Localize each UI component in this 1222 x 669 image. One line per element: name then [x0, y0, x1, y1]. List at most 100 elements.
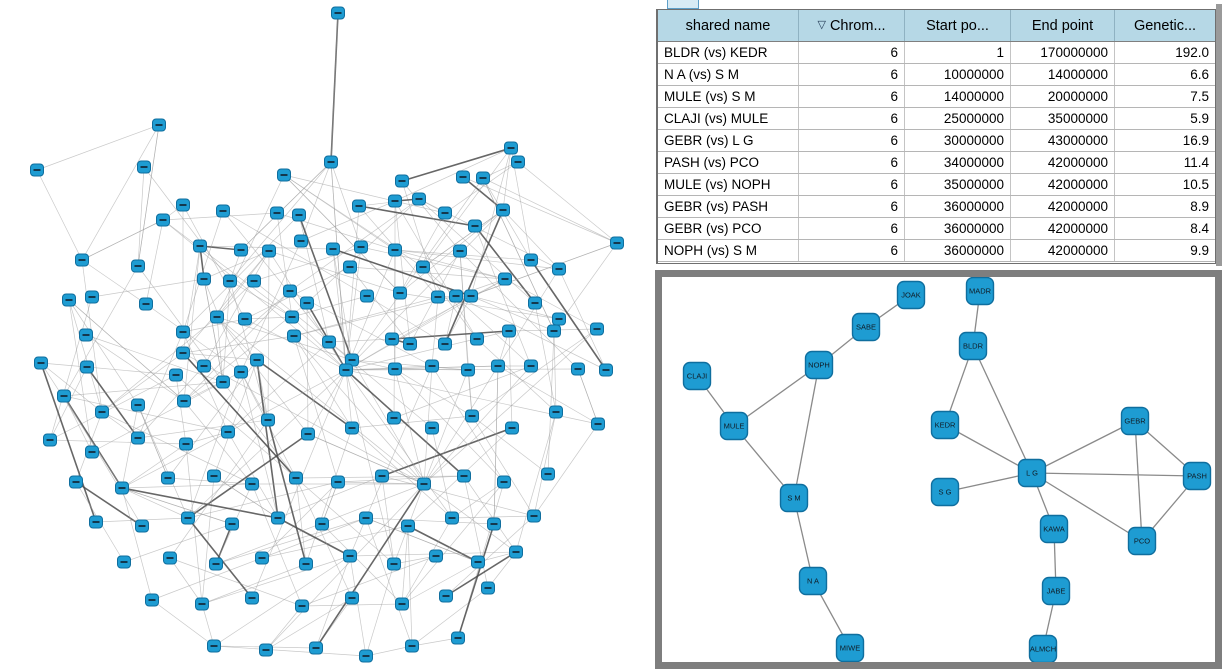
- network-node[interactable]: [161, 471, 175, 485]
- network-node-PCO[interactable]: PCO: [1127, 526, 1157, 556]
- cell[interactable]: 35000000: [905, 174, 1011, 195]
- network-node[interactable]: [552, 262, 566, 276]
- network-node[interactable]: [259, 643, 273, 657]
- network-node[interactable]: [438, 206, 452, 220]
- network-node-NOPH[interactable]: NOPH: [804, 350, 834, 380]
- network-node[interactable]: [497, 475, 511, 489]
- network-node[interactable]: [549, 405, 563, 419]
- cell[interactable]: 6: [799, 130, 905, 151]
- network-node[interactable]: [299, 557, 313, 571]
- network-node[interactable]: [468, 219, 482, 233]
- column-header-4[interactable]: Genetic...: [1115, 10, 1215, 41]
- network-node[interactable]: [80, 360, 94, 374]
- network-node[interactable]: [95, 405, 109, 419]
- cell[interactable]: 14000000: [905, 86, 1011, 107]
- cell[interactable]: N A (vs) S M: [658, 64, 799, 85]
- network-node[interactable]: [527, 509, 541, 523]
- cell[interactable]: 1: [905, 42, 1011, 63]
- network-node[interactable]: [476, 171, 490, 185]
- node-shape[interactable]: [1017, 458, 1047, 488]
- node-shape[interactable]: [851, 312, 881, 342]
- network-node-JABE[interactable]: JABE: [1041, 576, 1071, 606]
- network-node[interactable]: [360, 289, 374, 303]
- cell[interactable]: 8.9: [1190, 199, 1209, 214]
- table-row[interactable]: NOPH (vs) S M 6 36000000 42000000 9.9: [658, 240, 1215, 262]
- column-header-0[interactable]: shared name: [658, 10, 799, 41]
- filter-funnel-icon[interactable]: ▽: [817, 19, 826, 31]
- network-node[interactable]: [387, 411, 401, 425]
- network-node[interactable]: [453, 244, 467, 258]
- network-node[interactable]: [262, 244, 276, 258]
- network-node[interactable]: [388, 243, 402, 257]
- network-node-NA[interactable]: N A: [798, 566, 828, 596]
- network-node[interactable]: [197, 359, 211, 373]
- cell[interactable]: 6: [799, 196, 905, 217]
- network-node[interactable]: [152, 118, 166, 132]
- cell[interactable]: 20000000: [1011, 86, 1115, 107]
- network-node[interactable]: [343, 549, 357, 563]
- table-row[interactable]: MULE (vs) S M 6 14000000 20000000 7.5: [658, 86, 1215, 108]
- cell[interactable]: 36000000: [905, 196, 1011, 217]
- network-node[interactable]: [401, 519, 415, 533]
- network-node[interactable]: [345, 591, 359, 605]
- network-node[interactable]: [216, 375, 230, 389]
- node-shape[interactable]: [682, 361, 712, 391]
- cell[interactable]: 6: [799, 108, 905, 129]
- network-node[interactable]: [139, 297, 153, 311]
- network-node[interactable]: [524, 253, 538, 267]
- network-node[interactable]: [209, 557, 223, 571]
- cell[interactable]: 10000000: [905, 64, 1011, 85]
- network-node[interactable]: [57, 389, 71, 403]
- network-node[interactable]: [429, 549, 443, 563]
- network-node[interactable]: [295, 599, 309, 613]
- network-node[interactable]: [547, 324, 561, 338]
- network-node[interactable]: [571, 362, 585, 376]
- network-node[interactable]: [464, 289, 478, 303]
- network-node[interactable]: [115, 481, 129, 495]
- cell[interactable]: BLDR (vs) KEDR: [658, 42, 799, 63]
- cell[interactable]: 14000000: [1011, 64, 1115, 85]
- network-node-PASH[interactable]: PASH: [1182, 461, 1212, 491]
- network-node[interactable]: [163, 551, 177, 565]
- network-node[interactable]: [524, 359, 538, 373]
- network-node-SM[interactable]: S M: [779, 483, 809, 513]
- network-node[interactable]: [176, 346, 190, 360]
- network-node[interactable]: [137, 160, 151, 174]
- network-node[interactable]: [504, 141, 518, 155]
- network-node[interactable]: [331, 475, 345, 489]
- network-node[interactable]: [326, 242, 340, 256]
- network-node[interactable]: [393, 286, 407, 300]
- cell[interactable]: 6: [799, 240, 905, 261]
- network-node[interactable]: [425, 359, 439, 373]
- network-node[interactable]: [89, 515, 103, 529]
- cell[interactable]: 6.6: [1190, 67, 1209, 82]
- network-node-KAWA[interactable]: KAWA: [1039, 514, 1069, 544]
- network-node[interactable]: [69, 475, 83, 489]
- network-node[interactable]: [352, 199, 366, 213]
- cell[interactable]: 42000000: [1011, 174, 1115, 195]
- cell[interactable]: GEBR (vs) PCO: [658, 218, 799, 239]
- network-node[interactable]: [300, 296, 314, 310]
- cell[interactable]: 34000000: [905, 152, 1011, 173]
- network-node[interactable]: [528, 296, 542, 310]
- cell[interactable]: 6: [799, 152, 905, 173]
- network-node[interactable]: [496, 203, 510, 217]
- network-node[interactable]: [359, 649, 373, 663]
- node-shape[interactable]: [958, 331, 988, 361]
- network-node[interactable]: [75, 253, 89, 267]
- node-shape[interactable]: [896, 280, 926, 310]
- network-node[interactable]: [181, 511, 195, 525]
- node-shape[interactable]: [835, 633, 865, 662]
- network-node[interactable]: [30, 163, 44, 177]
- network-node[interactable]: [207, 639, 221, 653]
- network-node[interactable]: [292, 208, 306, 222]
- network-node[interactable]: [270, 206, 284, 220]
- cell[interactable]: GEBR (vs) PASH: [658, 196, 799, 217]
- network-node[interactable]: [176, 198, 190, 212]
- network-node[interactable]: [283, 284, 297, 298]
- cell[interactable]: 6: [799, 86, 905, 107]
- network-node[interactable]: [245, 477, 259, 491]
- network-node-SABE[interactable]: SABE: [851, 312, 881, 342]
- table-vertical-scrollbar[interactable]: [1216, 4, 1222, 266]
- network-node[interactable]: [34, 356, 48, 370]
